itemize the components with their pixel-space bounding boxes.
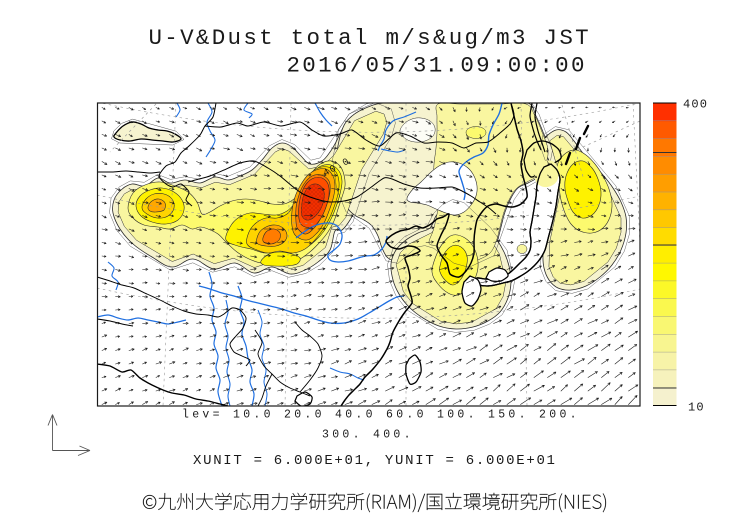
- svg-text:300. 400.: 300. 400.: [322, 429, 414, 442]
- svg-text:400: 400: [683, 98, 708, 112]
- svg-text:10: 10: [688, 401, 705, 415]
- svg-text:lev= 10.0 20.0 40.0 60.0 100.: lev= 10.0 20.0 40.0 60.0 100. 150. 200.: [182, 409, 580, 422]
- svg-text:2016/05/31.09:00:00: 2016/05/31.09:00:00: [287, 53, 587, 79]
- svg-text:XUNIT = 6.000E+01, YUNIT = 6.0: XUNIT = 6.000E+01, YUNIT = 6.000E+01: [193, 453, 557, 469]
- svg-text:U-V&Dust total m/s&ug/m3 JST: U-V&Dust total m/s&ug/m3 JST: [149, 25, 591, 51]
